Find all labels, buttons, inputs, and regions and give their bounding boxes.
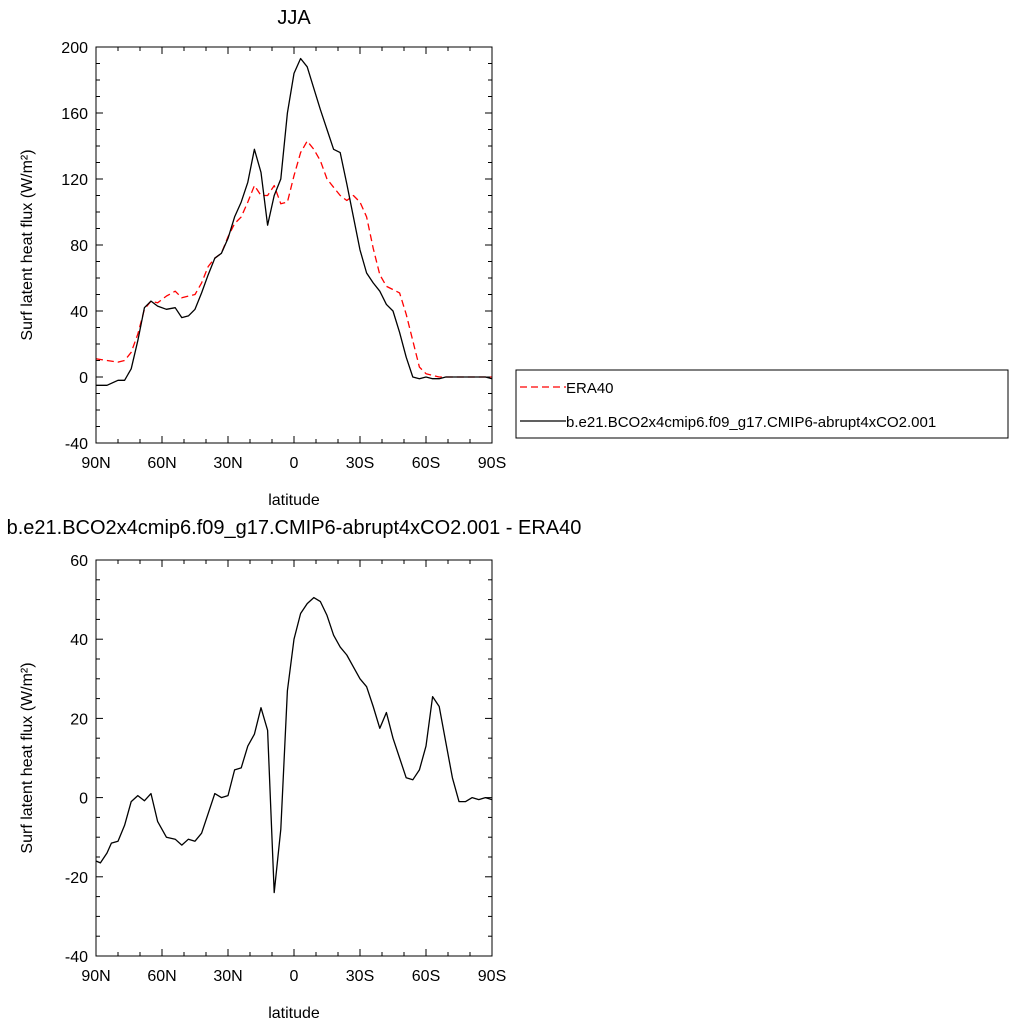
legend-box — [515, 369, 1009, 439]
bottom-x-tick-label: 30N — [213, 968, 242, 985]
bottom-x-tick-label: 90N — [81, 968, 110, 985]
top-y-axis-label: Surf latent heat flux (W/m²) — [19, 149, 36, 340]
bottom-y-tick-label: 20 — [70, 711, 88, 728]
bottom-y-tick-label: -40 — [65, 949, 88, 966]
bottom-x-tick-label: 60N — [147, 968, 176, 985]
top-x-tick-label: 60S — [412, 455, 440, 472]
bottom-x-tick-label: 0 — [290, 968, 299, 985]
bottom-chart-title: b.e21.BCO2x4cmip6.f09_g17.CMIP6-abrupt4x… — [7, 517, 582, 539]
bottom-series-line-difference — [95, 596, 493, 894]
top-x-tick-label: 30N — [213, 455, 242, 472]
top-y-tick-label: 120 — [61, 172, 88, 189]
bottom-y-tick-label: 60 — [70, 553, 88, 570]
bottom-tick-marks — [95, 559, 493, 957]
top-plot-frame — [95, 46, 493, 444]
top-y-tick-label: 40 — [70, 304, 88, 321]
bottom-series-lines — [95, 596, 493, 894]
top-x-tick-label: 30S — [346, 455, 374, 472]
bottom-y-tick-labels: -40 -20 0 20 40 60 — [65, 553, 88, 966]
top-x-axis-label: latitude — [268, 492, 320, 509]
top-x-tick-label: 90N — [81, 455, 110, 472]
top-y-tick-labels: -40 0 40 80 120 160 200 — [61, 40, 88, 453]
top-x-tick-labels: 90N 60N 30N 0 30S 60S 90S — [81, 455, 506, 472]
top-series-lines — [95, 57, 493, 386]
top-tick-marks — [95, 46, 493, 444]
bottom-x-tick-labels: 90N 60N 30N 0 30S 60S 90S — [81, 968, 506, 985]
top-series-line-era40 — [95, 140, 492, 378]
bottom-y-tick-label: 0 — [79, 791, 88, 808]
top-y-tick-label: 160 — [61, 106, 88, 123]
top-x-tick-label: 0 — [290, 455, 299, 472]
bottom-x-tick-label: 30S — [346, 968, 374, 985]
legend-label-model: b.e21.BCO2x4cmip6.f09_g17.CMIP6-abrupt4x… — [566, 414, 936, 431]
bottom-panel: b.e21.BCO2x4cmip6.f09_g17.CMIP6-abrupt4x… — [7, 517, 582, 1022]
top-y-tick-label: 0 — [79, 370, 88, 387]
top-y-tick-label: -40 — [65, 436, 88, 453]
top-series-line-model — [96, 57, 493, 386]
legend: ERA40 b.e21.BCO2x4cmip6.f09_g17.CMIP6-ab… — [515, 369, 1009, 439]
legend-label-era40: ERA40 — [566, 380, 614, 397]
top-chart-title: JJA — [277, 7, 311, 29]
bottom-x-tick-label: 60S — [412, 968, 440, 985]
bottom-y-tick-label: -20 — [65, 870, 88, 887]
bottom-y-tick-label: 40 — [70, 632, 88, 649]
bottom-y-axis-label: Surf latent heat flux (W/m²) — [19, 662, 36, 853]
top-x-tick-label: 60N — [147, 455, 176, 472]
top-y-tick-label: 200 — [61, 40, 88, 57]
top-x-tick-label: 90S — [478, 455, 506, 472]
top-y-tick-label: 80 — [70, 238, 88, 255]
bottom-plot-frame — [95, 559, 493, 957]
bottom-x-axis-label: latitude — [268, 1005, 320, 1022]
bottom-x-tick-label: 90S — [478, 968, 506, 985]
